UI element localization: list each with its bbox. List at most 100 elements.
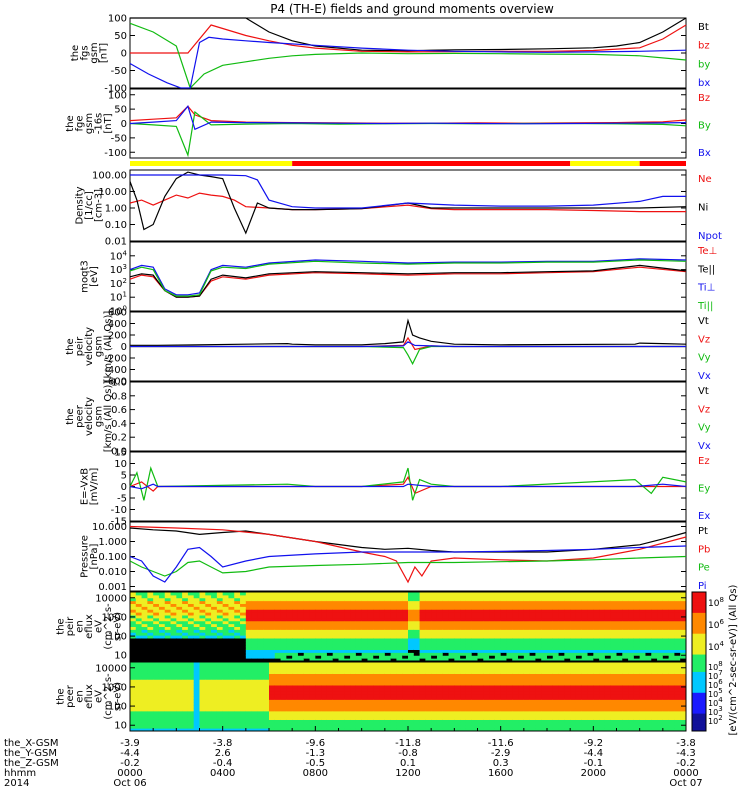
- spectrogram-cell: [205, 617, 212, 622]
- spectrogram-cell: [547, 667, 554, 672]
- spectrogram-cell: [674, 693, 681, 697]
- spectrogram-cell: [599, 606, 606, 610]
- spectrogram-cell: [628, 725, 635, 729]
- spectrogram-cell: [332, 664, 339, 669]
- spectrogram-cell: [529, 710, 536, 715]
- spectrogram-cell: [384, 597, 392, 602]
- spectrogram-cell: [130, 664, 137, 669]
- spectrogram-cell: [199, 617, 206, 622]
- spectrogram-cell: [245, 658, 253, 662]
- spectrogram-cell: [529, 719, 536, 723]
- spectrogram-cell: [355, 629, 363, 633]
- spectrogram-cell: [390, 719, 397, 723]
- spectrogram-cell: [384, 612, 392, 616]
- spectrogram-cell: [379, 713, 386, 718]
- spectrogram-cell: [442, 609, 450, 613]
- spectrogram-cell: [147, 690, 154, 695]
- spectrogram-cell: [436, 662, 444, 666]
- spectrogram-cell: [575, 710, 583, 715]
- spectrogram-cell: [257, 652, 264, 656]
- spectrogram-cell: [604, 640, 612, 645]
- spectrogram-cell: [529, 638, 536, 642]
- spectrogram-cell: [552, 638, 560, 642]
- spectrogram-cell: [234, 629, 241, 633]
- panel-frame: [129, 381, 687, 452]
- spectrogram-cell: [454, 655, 461, 659]
- spectrogram-cell: [350, 597, 357, 602]
- spectrogram-cell: [269, 597, 276, 602]
- spectrogram-cell: [135, 640, 143, 645]
- spectrogram-cell: [408, 716, 415, 720]
- spectrogram-cell: [506, 615, 513, 619]
- spectrogram-cell: [332, 643, 339, 648]
- spectrogram-cell: [176, 640, 183, 645]
- spectrogram-cell: [402, 640, 409, 645]
- spectrogram-cell: [251, 667, 258, 672]
- spectrogram-cell: [610, 705, 617, 709]
- spectrogram-cell: [222, 655, 229, 659]
- spectrogram-cell: [338, 649, 345, 653]
- spectrogram-cell: [471, 687, 478, 692]
- spectrogram-cell: [373, 658, 380, 662]
- spectrogram-cell: [657, 705, 664, 709]
- spectrogram-cell: [355, 597, 363, 602]
- spectrogram-cell: [257, 710, 264, 715]
- spectrogram-cell: [552, 606, 560, 610]
- spectrogram-cell: [419, 609, 426, 613]
- spectrogram-cell: [657, 662, 664, 666]
- spectrogram-cell: [257, 693, 264, 697]
- spectrogram-cell: [610, 655, 617, 659]
- y-axis-label: sr-eV): [113, 612, 124, 641]
- spectrogram-cell: [610, 638, 617, 642]
- spectrogram-cell: [523, 693, 531, 697]
- spectrogram-cell: [413, 719, 421, 723]
- spectrogram-cell: [373, 594, 380, 599]
- spectrogram-cell: [523, 728, 531, 732]
- spectrogram-cell: [141, 597, 148, 602]
- spectrogram-cell: [593, 617, 600, 622]
- spectrogram-cell: [379, 670, 386, 674]
- spectrogram-cell: [216, 705, 224, 709]
- spectrogram-cell: [321, 662, 328, 666]
- spectrogram-cell: [147, 643, 154, 648]
- spectrogram-cell: [657, 635, 664, 639]
- spectrogram-cell: [176, 670, 183, 674]
- y-axis-label: [nT]: [98, 43, 109, 63]
- spectrogram-cell: [147, 620, 154, 625]
- spectrogram-cell: [303, 728, 311, 732]
- spectrogram-cell: [147, 662, 154, 666]
- spectrogram-cell: [303, 600, 311, 604]
- spectrogram-cell: [170, 670, 177, 674]
- spectrogram-cell: [297, 667, 305, 672]
- spectrogram-cell: [436, 594, 444, 599]
- spectrogram-cell: [518, 699, 525, 703]
- spectrogram-cell: [494, 687, 502, 692]
- y-axis-label: -16s: [94, 113, 105, 135]
- spectrogram-cell: [639, 673, 646, 677]
- spectrogram-cell: [431, 719, 438, 723]
- spectrogram-cell: [251, 682, 258, 686]
- spectrogram-cell: [465, 705, 473, 709]
- spectrogram-cell: [170, 693, 177, 697]
- spectrogram-cell: [274, 658, 282, 662]
- spectrogram-cell: [205, 667, 212, 672]
- spectrogram-cell: [674, 632, 681, 636]
- spectrogram-cell: [512, 662, 519, 666]
- spectrogram-cell: [216, 603, 224, 607]
- spectrogram-cell: [292, 699, 299, 703]
- spectrogram-cell: [581, 606, 589, 610]
- spectrogram-cell: [547, 600, 554, 604]
- spectrogram-cell: [454, 682, 461, 686]
- spectrogram-cell: [286, 594, 293, 599]
- spectrogram-cell: [355, 620, 363, 625]
- spectrogram-cell: [292, 626, 299, 630]
- spectrogram-cell: [657, 594, 664, 599]
- spectrogram-cell: [604, 646, 612, 650]
- spectrogram-cell: [477, 592, 484, 596]
- spectrogram-cell: [384, 652, 392, 656]
- spectrogram-cell: [158, 693, 166, 697]
- spectrogram-cell: [541, 708, 548, 712]
- spectrogram-cell: [425, 696, 432, 700]
- spectrogram-cell: [303, 626, 311, 630]
